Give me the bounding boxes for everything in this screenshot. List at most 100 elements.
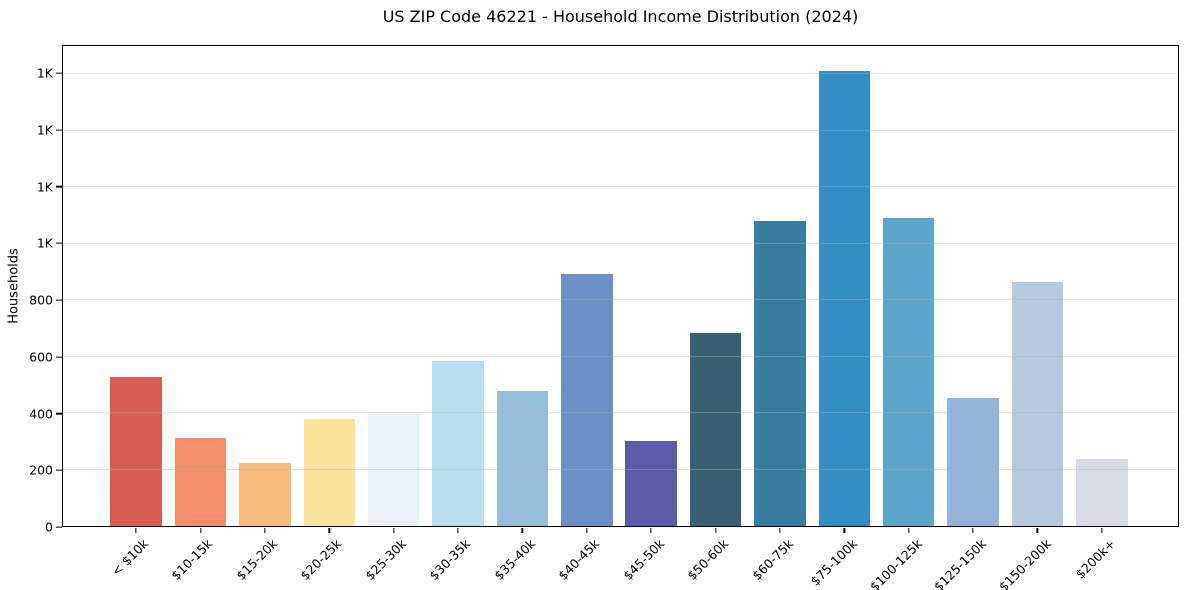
bar-slot <box>748 46 812 533</box>
x-label-cell: $45-50k <box>619 533 684 588</box>
bar-slot <box>362 46 426 533</box>
x-tick-label: $35-40k <box>490 536 538 584</box>
x-axis-tick-mark <box>779 527 781 533</box>
y-tick-label: 600 <box>29 349 53 365</box>
bar-slot <box>233 46 297 533</box>
y-tick-label: 1K <box>36 65 53 81</box>
y-tick-label: 1K <box>36 179 53 195</box>
plot-area <box>62 45 1179 533</box>
x-axis-tick-mark <box>1101 527 1103 533</box>
bar-$30-35k <box>432 361 484 526</box>
y-tick-label: 400 <box>29 406 53 422</box>
x-axis-tick-mark <box>1036 527 1039 533</box>
x-tick-label: $40-45k <box>555 536 603 584</box>
bar-slot <box>619 46 683 533</box>
y-axis-tick-mark <box>56 412 62 415</box>
y-tick-label: 800 <box>29 292 53 308</box>
bar-slot <box>1070 46 1134 533</box>
x-label-cell: $125-150k <box>931 533 1007 590</box>
y-axis-tick-mark <box>56 72 62 75</box>
bar-$10-15k <box>174 437 227 526</box>
bar-$50-60k <box>689 332 742 526</box>
x-axis-tick-mark <box>650 527 652 533</box>
x-label-cell: $40-45k <box>555 533 620 588</box>
bar-slot <box>104 46 168 533</box>
x-tick-label: $200k+ <box>1072 536 1119 582</box>
x-label-cell: $50-60k <box>684 533 749 588</box>
x-axis-tick-mark <box>714 527 717 533</box>
bar-$150-200k <box>1011 281 1064 526</box>
chart-title: US ZIP Code 46221 - Household Income Dis… <box>382 7 859 26</box>
x-axis-tick-mark <box>521 527 524 533</box>
y-axis-tick-mark <box>56 526 62 528</box>
x-axis-tick-mark <box>586 527 588 533</box>
bar-slot <box>426 46 490 533</box>
x-tick-label: $50-60k <box>684 536 732 584</box>
y-axis-tick-mark <box>56 469 62 471</box>
x-axis-tick-mark <box>393 527 395 533</box>
x-label-cell: $15-20k <box>232 533 297 588</box>
bar-slot <box>168 46 232 533</box>
bar-slot <box>683 46 747 533</box>
x-label-cell: $75-100k <box>808 533 878 589</box>
bar-$75-100k <box>818 70 871 526</box>
x-axis-tick-mark <box>908 527 910 533</box>
bar-$60-75k <box>754 220 806 526</box>
y-axis-tick-mark <box>56 186 62 188</box>
x-tick-label: $25-30k <box>361 536 409 584</box>
x-axis-tick-mark <box>457 527 459 533</box>
x-tick-label: $10-15k <box>168 536 216 584</box>
x-tick-label: $20-25k <box>297 536 345 584</box>
x-tick-label: $15-20k <box>232 536 280 584</box>
y-tick-label: 0 <box>45 519 53 535</box>
y-axis-tick-mark <box>56 242 62 245</box>
x-label-cell: $20-25k <box>297 533 362 588</box>
y-axis-tick-marks <box>56 45 62 528</box>
bar-slot <box>1005 46 1069 533</box>
x-label-cell: $150-200k <box>996 533 1071 590</box>
y-tick-label: 200 <box>29 462 53 478</box>
y-axis-tick-labels: 0 200 400 600 800 1K 1K 1K 1K <box>0 45 53 535</box>
y-tick-label: 1K <box>36 122 53 138</box>
x-axis-tick-mark <box>135 527 137 533</box>
x-tick-label: $45-50k <box>619 536 667 584</box>
x-tick-label: $75-100k <box>807 536 861 589</box>
x-axis-tick-labels: < $10k $10-15k $15-20k $20-25k $25-30k $30-35… <box>62 533 1179 590</box>
x-axis-tick-mark <box>972 527 974 533</box>
bars-container <box>63 46 1178 533</box>
x-tick-label: < $10k <box>108 536 151 579</box>
bar-$15-20k <box>239 462 291 526</box>
bar-slot <box>877 46 941 533</box>
x-axis-tick-mark <box>328 527 330 533</box>
y-tick-label: 1K <box>36 235 53 251</box>
x-label-cell: $100-125k <box>867 533 942 590</box>
x-label-cell: $10-15k <box>168 533 233 588</box>
bar-$25-30k <box>367 413 420 526</box>
bar-$45-50k <box>625 440 677 526</box>
x-label-cell: $200k+ <box>1071 533 1136 588</box>
y-axis-tick-mark <box>56 299 62 301</box>
bar-slot <box>490 46 554 533</box>
x-axis-tick-mark <box>264 527 266 533</box>
bar-$125-150k <box>947 398 999 526</box>
x-label-cell: $25-30k <box>361 533 426 588</box>
bar-< $10k <box>110 377 162 526</box>
bar-$200k+ <box>1076 458 1128 526</box>
x-label-cell: < $10k <box>103 533 168 588</box>
x-label-cell: $30-35k <box>426 533 491 588</box>
bar-$40-45k <box>561 273 613 526</box>
x-axis-tick-mark <box>843 527 845 533</box>
bar-slot <box>297 46 361 533</box>
bar-$100-125k <box>882 217 935 526</box>
x-label-cell: $60-75k <box>748 533 813 588</box>
x-tick-label: $60-75k <box>748 536 796 584</box>
bar-slot <box>941 46 1005 533</box>
bar-slot <box>555 46 619 533</box>
x-label-cell: $35-40k <box>490 533 555 588</box>
y-axis-tick-mark <box>56 129 62 131</box>
bar-$20-25k <box>303 419 356 526</box>
y-axis-tick-mark <box>56 356 62 358</box>
bar-$35-40k <box>496 391 549 526</box>
bar-slot <box>812 46 876 533</box>
